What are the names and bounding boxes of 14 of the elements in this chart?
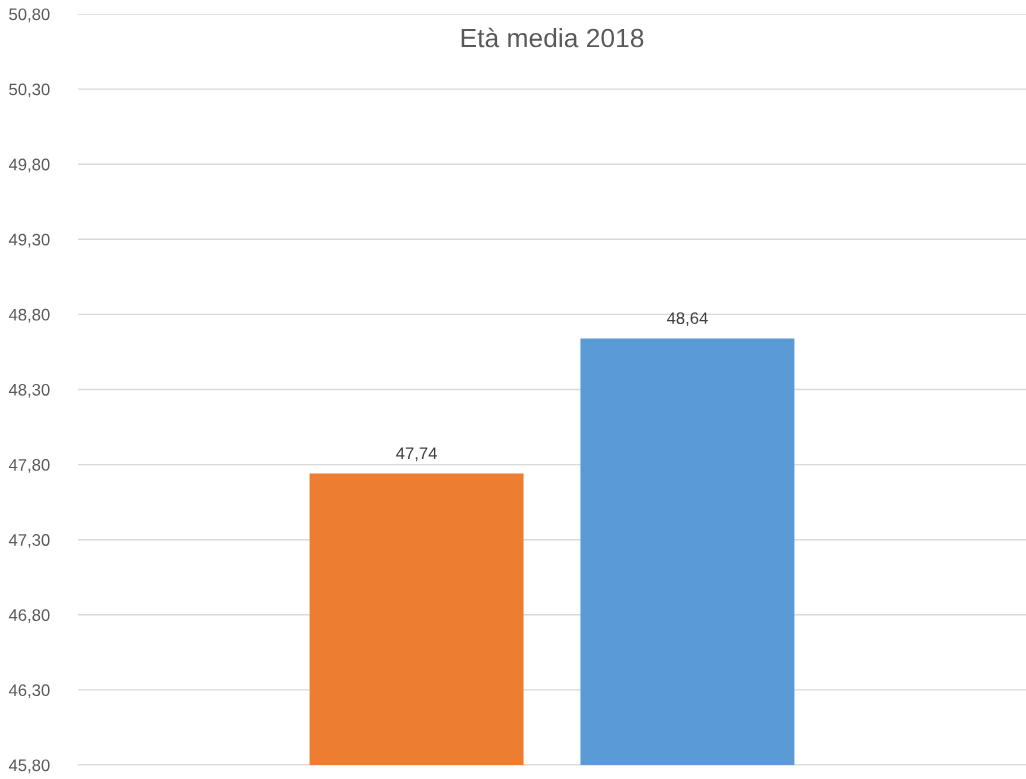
y-tick-label: 50,30 — [9, 83, 50, 98]
data-label: 48,64 — [666, 312, 708, 326]
y-tick-label: 49,30 — [8, 233, 50, 248]
y-tick-label: 46,80 — [8, 609, 50, 623]
y-tick-label: 50,80 — [9, 8, 50, 23]
y-tick-label: 47,30 — [8, 534, 50, 548]
chart-title: Età media 2018 — [461, 27, 644, 48]
y-tick-label: 48,80 — [8, 308, 50, 323]
y-tick-label: 47,80 — [8, 459, 50, 473]
y-tick-label: 45,80 — [8, 759, 50, 774]
y-tick-label: 49,80 — [8, 158, 50, 173]
y-tick-label: 46,30 — [8, 684, 50, 699]
data-label: 47,74 — [396, 447, 437, 462]
y-tick-label: 48,30 — [8, 383, 50, 398]
